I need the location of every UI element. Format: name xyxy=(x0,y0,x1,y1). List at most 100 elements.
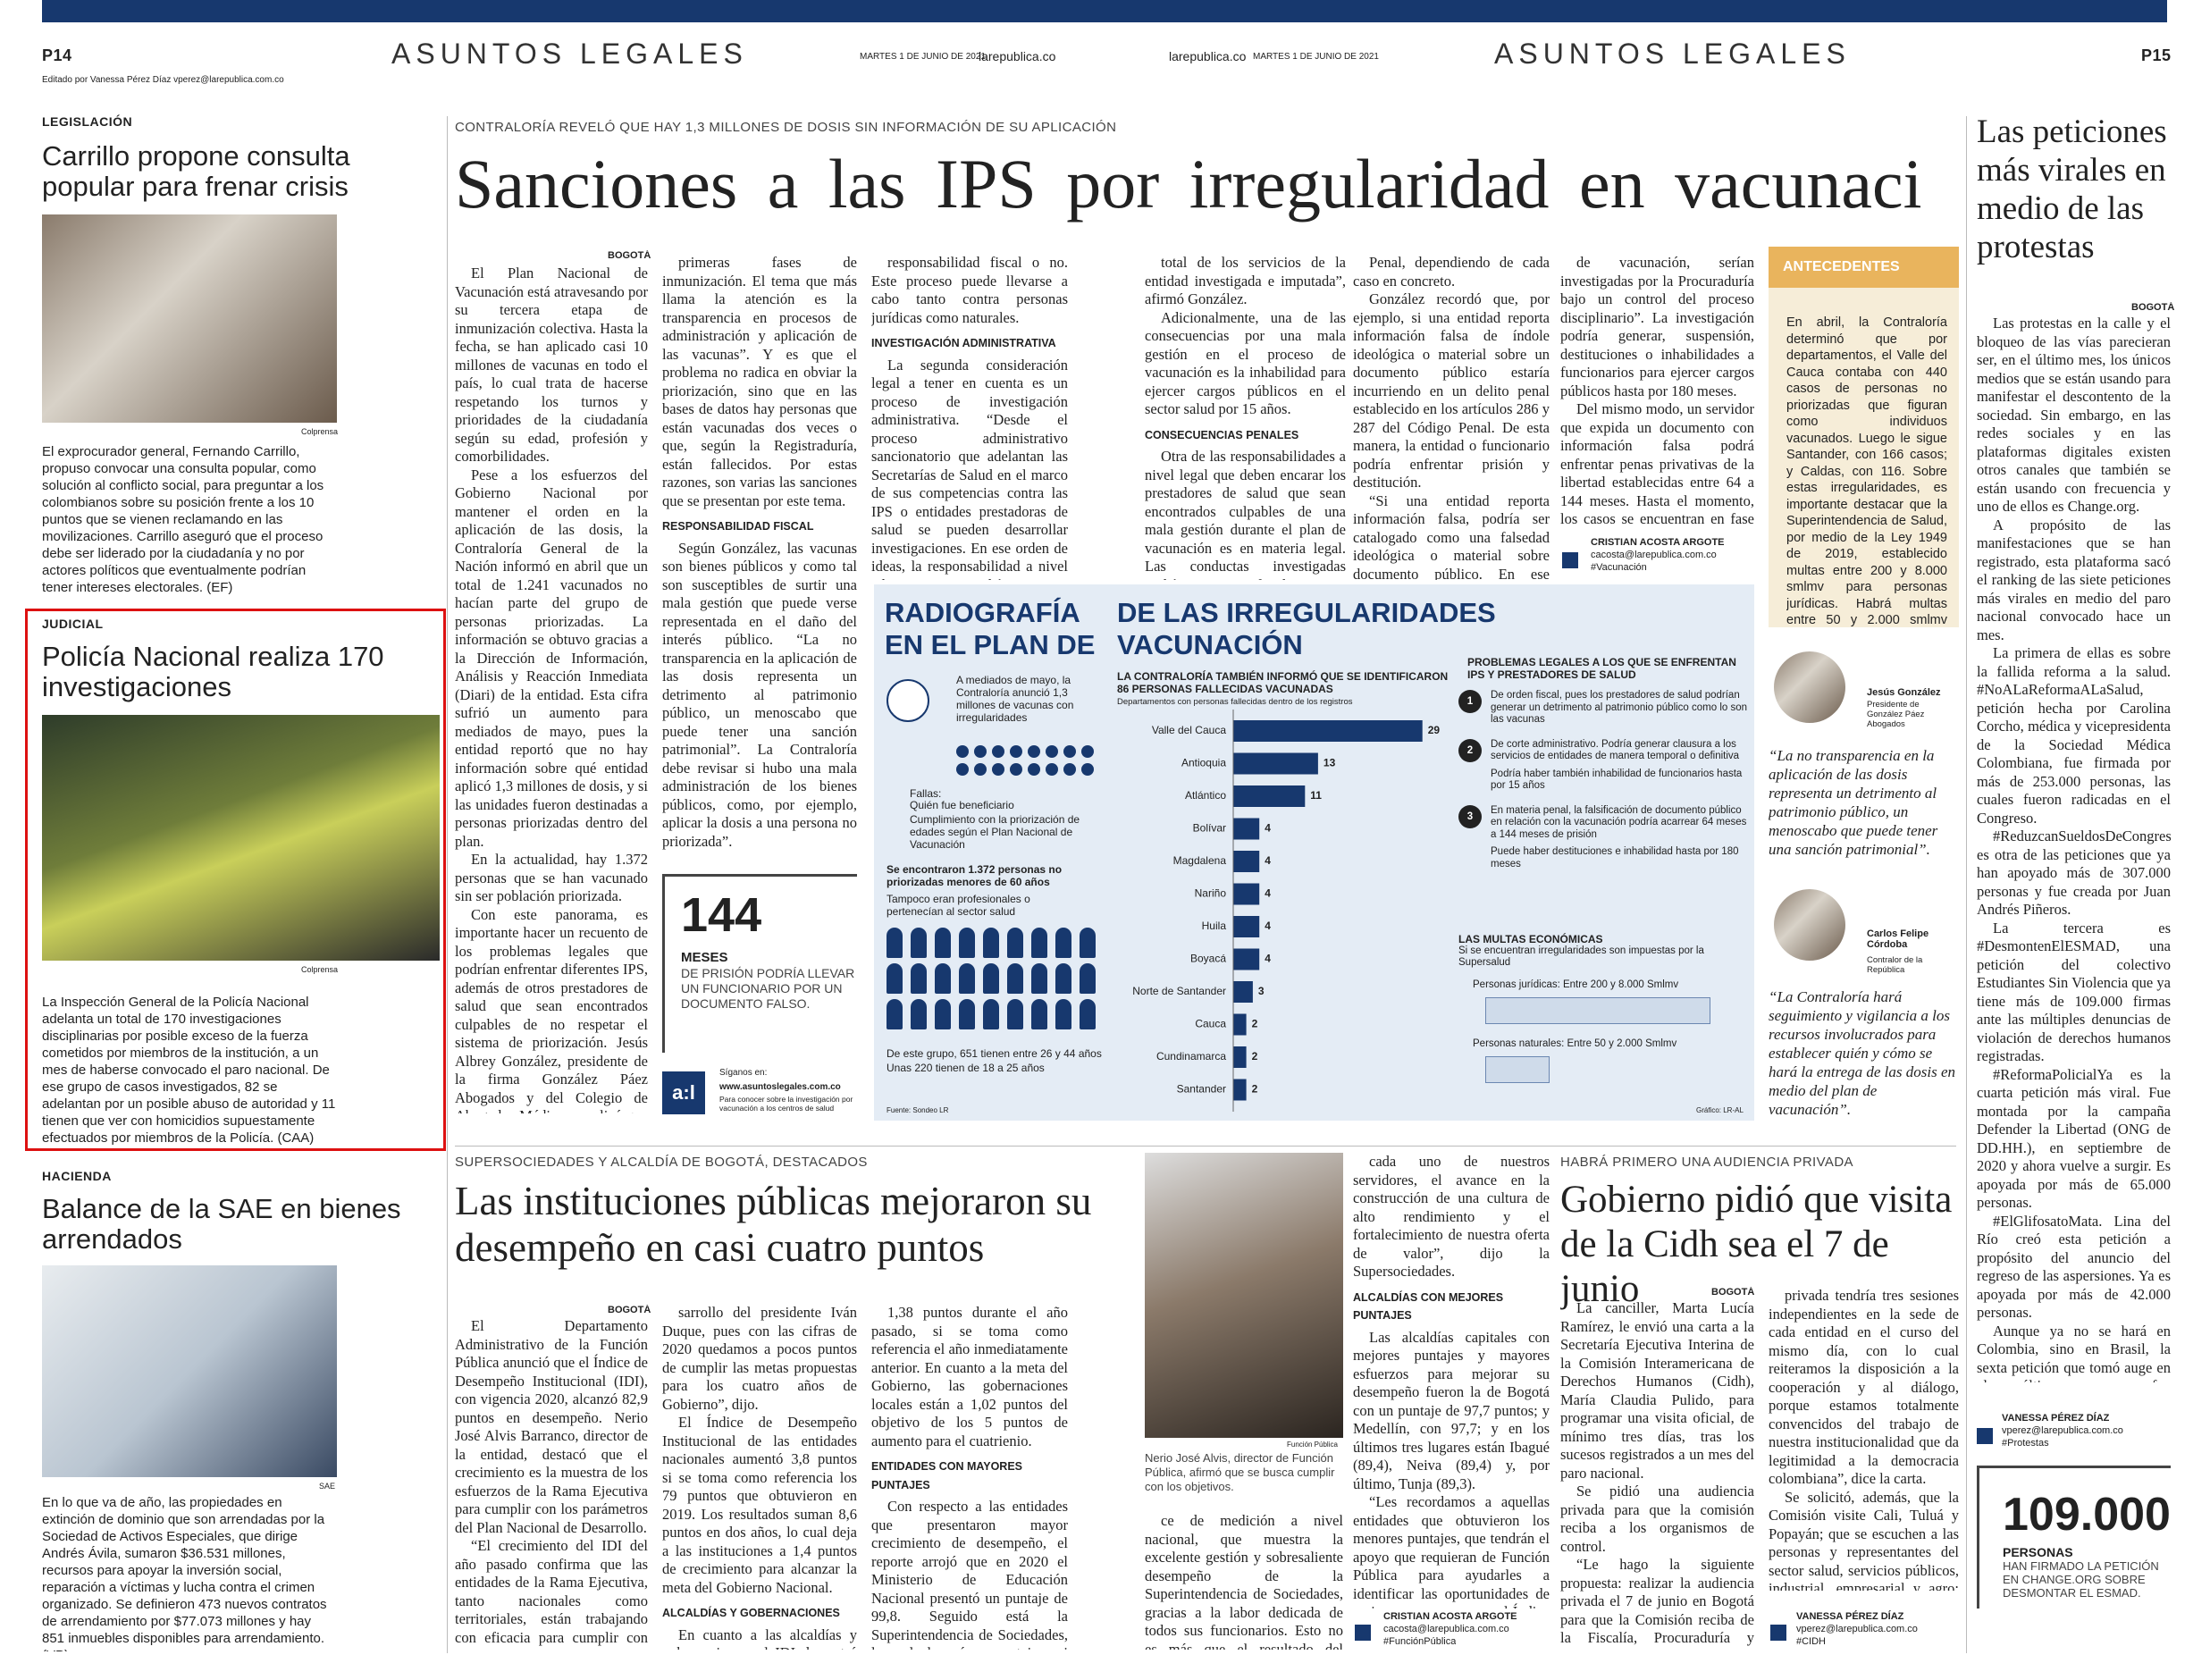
person-icon xyxy=(983,963,999,994)
dot xyxy=(1028,763,1040,776)
category-label: Valle del Cauca xyxy=(1152,724,1226,736)
headline: Gobierno pidió que visita de la Cidh sea… xyxy=(1560,1179,1953,1310)
paragraph: La segunda consideración legal a tener e… xyxy=(871,356,1068,581)
brief-text: La Inspección General de la Policía Naci… xyxy=(42,995,336,1146)
fines: Personas jurídicas: Entre 200 y 8.000 Sm… xyxy=(1458,978,1744,1103)
paragraph: La canciller, Marta Lucía Ramírez, le en… xyxy=(1560,1299,1754,1482)
photo-caption: Nerio José Alvis, director de Función Pú… xyxy=(1145,1451,1335,1493)
dateline: BOGOTÁ xyxy=(2131,302,2175,313)
subheading: RESPONSABILIDAD FISCAL xyxy=(662,520,814,533)
column: sarrollo del presidente Iván Duque, pues… xyxy=(662,1304,857,1650)
quote-name: Carlos Felipe Córdoba xyxy=(1867,928,1929,950)
person-icon xyxy=(959,999,975,1029)
category-label: Norte de Santander xyxy=(1132,985,1226,997)
icon xyxy=(1355,1625,1371,1641)
paragraph: “El crecimiento del IDI del año pasado c… xyxy=(455,1537,648,1650)
url[interactable]: www.asuntoslegales.com.co xyxy=(719,1082,841,1092)
kicker: HABRÁ PRIMERO UNA AUDIENCIA PRIVADA xyxy=(1560,1155,1853,1170)
dot xyxy=(1081,763,1094,776)
byline-tag: #CIDH xyxy=(1796,1636,1827,1647)
stat-label: MESES xyxy=(681,950,728,965)
fine-label: Personas jurídicas: Entre 200 y 8.000 Sm… xyxy=(1473,979,1679,990)
category-label: Nariño xyxy=(1195,887,1227,900)
problem-item: De orden fiscal, pues los prestadores de… xyxy=(1491,690,1748,725)
person-icon xyxy=(887,928,903,958)
photo-credit: SAE xyxy=(319,1482,336,1491)
column: primeras fases de inmunización. El tema … xyxy=(662,254,857,851)
dot xyxy=(974,763,987,776)
bar xyxy=(1233,948,1260,970)
category-label: Huila xyxy=(1202,920,1227,932)
category-label: Santander xyxy=(1177,1083,1226,1096)
person-icon xyxy=(935,928,951,958)
fallas-title: Fallas: xyxy=(910,787,942,800)
brief-text: El exprocurador general, Fernando Carril… xyxy=(42,444,324,595)
problems-title: PROBLEMAS LEGALES A LOS QUE SE ENFRENTAN… xyxy=(1467,656,1736,681)
follow: Síganos en: xyxy=(719,1068,768,1078)
sidebar-box: ANTECEDENTES En abril, la Contraloría de… xyxy=(1769,247,1959,627)
date: MARTES 1 DE JUNIO DE 2021 xyxy=(1253,52,1379,62)
dateline: BOGOTÁ xyxy=(608,1305,651,1315)
fines-sub: Si se encuentran irregularidades son imp… xyxy=(1458,945,1704,968)
photo-credit: Función Pública xyxy=(1287,1441,1338,1449)
paragraph: primeras fases de inmunización. El tema … xyxy=(662,254,857,509)
found-sub: Tampoco eran profesionales o pertenecían… xyxy=(887,893,1030,918)
fine-bar xyxy=(1485,997,1710,1024)
paragraph: González recordó que, por ejemplo, si un… xyxy=(1353,290,1550,491)
column: Penal, dependiendo de cada caso en concr… xyxy=(1353,254,1550,580)
paragraph: Con respecto a las entidades que present… xyxy=(871,1498,1068,1650)
paragraph: cada uno de nuestros servidores, el avan… xyxy=(1353,1153,1550,1280)
chart-subtitle: Departamentos con personas fallecidas de… xyxy=(1117,697,1353,707)
photo xyxy=(42,214,337,423)
bar-chart: Valle del Cauca 29 Antioquia 13 Atlántico 11 B… xyxy=(1132,710,1440,1112)
site: larepublica.co xyxy=(1169,49,1247,63)
page-number: P14 xyxy=(42,46,72,64)
section-title: ASUNTOS LEGALES xyxy=(1494,38,1851,70)
paragraph: 1,38 puntos durante el año pasado, si se… xyxy=(871,1304,1068,1449)
dot xyxy=(992,745,1004,758)
list-item: De este grupo, 651 tienen entre 26 y 44 … xyxy=(887,1047,1102,1060)
section-label: HACIENDA xyxy=(42,1169,112,1183)
value-label: 2 xyxy=(1252,1018,1258,1030)
byline-email: cacosta@larepublica.com.co xyxy=(1591,550,1717,560)
problem-item: En materia penal, la falsificación de do… xyxy=(1491,804,1747,840)
quote-role: Contralor de la República xyxy=(1867,955,1923,975)
dot xyxy=(1010,763,1022,776)
editor: Editado por Vanessa Pérez Díaz vperez@la… xyxy=(42,75,284,85)
value-label: 13 xyxy=(1323,757,1336,769)
fine-label: Personas naturales: Entre 50 y 2.000 Sml… xyxy=(1473,1038,1677,1049)
byline: VANESSA PÉREZ DÍAZ xyxy=(1796,1611,1904,1622)
logo: a:l xyxy=(662,1071,705,1114)
person-icon xyxy=(959,963,975,994)
dot xyxy=(1063,763,1076,776)
byline: VANESSA PÉREZ DÍAZ xyxy=(2002,1413,2110,1424)
paragraph: Se pidió una audiencia privada para que … xyxy=(1560,1483,1754,1555)
paragraph: de vacunación, serían investigadas por l… xyxy=(1560,254,1754,399)
person-icon xyxy=(1031,928,1047,958)
byline-tag: #Protestas xyxy=(2002,1438,2049,1449)
paragraph: Según González, las vacunas son bienes p… xyxy=(662,539,857,850)
value-label: 4 xyxy=(1265,920,1271,932)
stat-number: 109.000 xyxy=(2003,1489,2171,1541)
paragraph: Con este panorama, es importante hacer u… xyxy=(455,905,648,1114)
person-icon xyxy=(1031,963,1047,994)
problem: 2 De corte administrativo. Podría generar… xyxy=(1458,738,1749,793)
bar xyxy=(1233,981,1253,1003)
dateline: BOGOTÁ xyxy=(608,250,651,261)
quote-name: Jesús González xyxy=(1867,687,1941,698)
fallas-list: Quién fue beneficiario Cumplimiento con l… xyxy=(910,799,1106,853)
value-label: 2 xyxy=(1252,1083,1258,1096)
dot xyxy=(1028,745,1040,758)
category-label: Cundinamarca xyxy=(1156,1050,1226,1063)
stat-box: 144 MESES DE PRISIÓN PODRÍA LLEVAR UN FU… xyxy=(662,874,857,1053)
paragraph: sarrollo del presidente Iván Duque, pues… xyxy=(662,1304,857,1413)
icon xyxy=(1770,1625,1786,1641)
dot xyxy=(1063,745,1076,758)
brief-text: En lo que va de año, las propiedades en … xyxy=(42,1495,327,1651)
fines-title: LAS MULTAS ECONÓMICAS xyxy=(1458,933,1603,945)
column: total de los servicios de la entidad inv… xyxy=(1145,254,1346,580)
section-label: JUDICIAL xyxy=(42,617,104,631)
intro: A mediados de mayo, la Contraloría anunc… xyxy=(956,674,1074,724)
icon xyxy=(1977,1428,1993,1444)
value-label: 4 xyxy=(1265,822,1271,835)
